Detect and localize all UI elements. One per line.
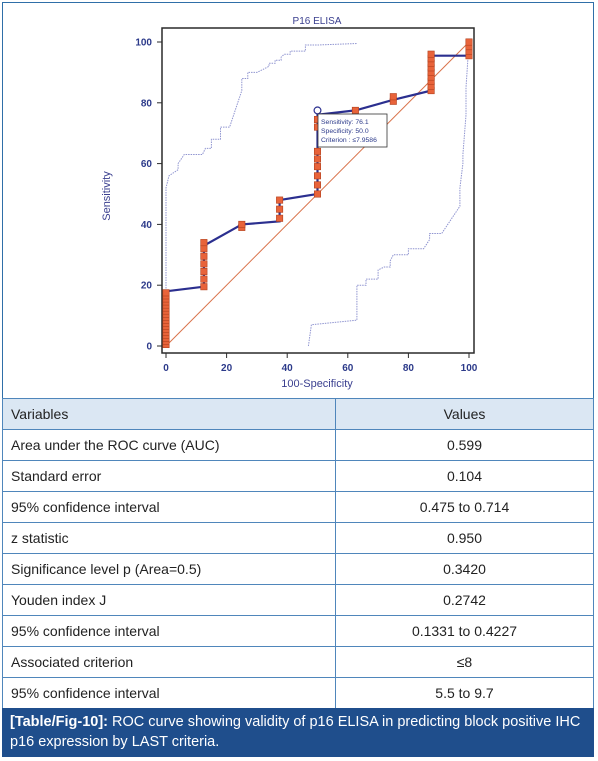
table-row: 95% confidence interval 0.475 to 0.714	[2, 491, 594, 523]
table-row: Area under the ROC curve (AUC) 0.599	[2, 429, 594, 461]
cell-value: 0.2742	[335, 584, 594, 616]
roc-marker	[200, 275, 208, 283]
cell-value: 0.950	[335, 522, 594, 554]
x-tick-label: 40	[282, 363, 294, 374]
x-tick-label: 20	[221, 363, 233, 374]
stats-table: Variables Values Area under the ROC curv…	[2, 398, 594, 709]
roc-marker	[200, 252, 208, 260]
header-variables: Variables	[2, 398, 336, 430]
cell-variable: z statistic	[2, 522, 336, 554]
roc-marker	[238, 220, 246, 228]
cell-variable: Associated criterion	[2, 646, 336, 678]
x-tick-label: 60	[342, 363, 354, 374]
table-row: Associated criterion ≤8	[2, 646, 594, 678]
roc-marker	[276, 205, 284, 213]
x-tick-label: 0	[163, 363, 169, 374]
roc-chart-svg: P16 ELISA 0 20 40 60 80 100 0 20 40 60 80 100 100-S…	[101, 16, 478, 390]
table-row: Significance level p (Area=0.5) 0.3420	[2, 553, 594, 585]
cell-value: 0.3420	[335, 553, 594, 585]
x-tick-label: 80	[403, 363, 415, 374]
cell-variable: 95% confidence interval	[2, 677, 336, 709]
roc-marker	[427, 50, 435, 58]
ci-lower-line	[307, 41, 470, 347]
y-tick-label: 80	[141, 98, 153, 109]
roc-chart: P16 ELISA 0 20 40 60 80 100 0 20 40 60 80 100 100-S…	[101, 16, 478, 390]
table-header-row: Variables Values	[2, 398, 594, 430]
roc-marker	[200, 239, 208, 247]
cell-value: 5.5 to 9.7	[335, 677, 594, 709]
criterion-line: Sensitivity: 76.1	[321, 119, 369, 126]
criterion-point	[313, 106, 322, 115]
chart-title: P16 ELISA	[293, 16, 342, 27]
plot-area-border	[161, 27, 475, 354]
criterion-line: Specificity: 50.0	[321, 128, 369, 135]
table-row: z statistic 0.950	[2, 522, 594, 554]
cell-variable: 95% confidence interval	[2, 615, 336, 647]
roc-marker	[200, 283, 208, 291]
header-values: Values	[335, 398, 594, 430]
cell-variable: Standard error	[2, 460, 336, 492]
roc-marker	[200, 267, 208, 275]
caption-label: [Table/Fig-10]:	[10, 714, 109, 730]
cell-variable: Youden index J	[2, 584, 336, 616]
cell-value: 0.475 to 0.714	[335, 491, 594, 523]
table-row: 95% confidence interval 5.5 to 9.7	[2, 677, 594, 709]
criterion-box	[317, 113, 388, 148]
cell-variable: Area under the ROC curve (AUC)	[2, 429, 336, 461]
y-tick-label: 20	[141, 281, 153, 292]
cell-value: ≤8	[335, 646, 594, 678]
roc-marker	[162, 289, 170, 297]
cell-value: 0.599	[335, 429, 594, 461]
y-tick-label: 40	[141, 220, 153, 231]
figure-caption: [Table/Fig-10]: ROC curve showing validi…	[2, 708, 594, 757]
y-axis-label: Sensitivity	[101, 171, 113, 221]
roc-marker	[276, 214, 284, 222]
table-row: Youden index J 0.2742	[2, 584, 594, 616]
roc-marker	[313, 147, 321, 155]
cell-value: 0.104	[335, 460, 594, 492]
roc-marker	[465, 38, 473, 46]
cell-variable: Significance level p (Area=0.5)	[2, 553, 336, 585]
table-row: 95% confidence interval 0.1331 to 0.4227	[2, 615, 594, 647]
table-row: Standard error 0.104	[2, 460, 594, 492]
roc-marker	[313, 190, 321, 198]
y-tick-label: 60	[141, 159, 153, 170]
roc-marker	[200, 245, 208, 253]
roc-marker	[351, 106, 359, 114]
roc-marker	[313, 163, 321, 171]
roc-marker	[313, 172, 321, 180]
roc-marker	[313, 181, 321, 189]
x-axis-label: 100-Specificity	[281, 378, 353, 390]
caption-text: ROC curve showing validity of p16 ELISA …	[10, 714, 581, 750]
y-tick-label: 100	[135, 38, 152, 49]
cell-variable: 95% confidence interval	[2, 491, 336, 523]
roc-marker	[389, 93, 397, 101]
ci-upper-line	[165, 43, 357, 346]
criterion-line: Criterion : ≤7.9586	[321, 137, 377, 144]
cell-value: 0.1331 to 0.4227	[335, 615, 594, 647]
roc-marker	[200, 260, 208, 268]
x-tick-label: 100	[461, 363, 478, 374]
roc-marker	[313, 155, 321, 163]
roc-marker	[276, 196, 284, 204]
y-tick-label: 0	[146, 342, 152, 353]
